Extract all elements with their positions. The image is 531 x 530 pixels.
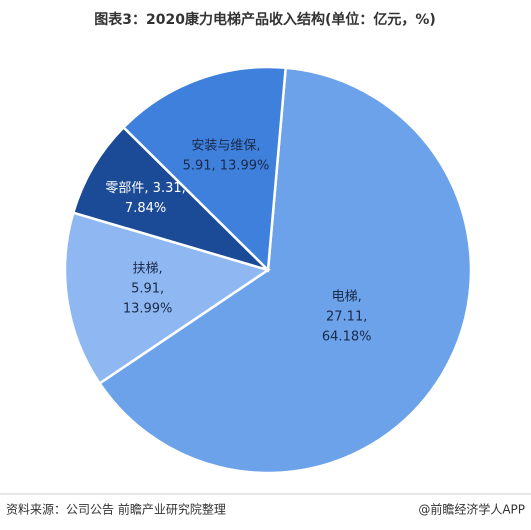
- credit: @前瞻经济学人APP: [418, 502, 525, 517]
- chart-title: 图表3：2020康力电梯产品收入结构(单位：亿元，%): [94, 11, 436, 28]
- label-part: 7.84%: [125, 200, 166, 215]
- label-part: 扶梯,: [133, 261, 163, 276]
- pie-slice: [97, 66, 473, 475]
- label-part: 零部件,: [105, 180, 152, 195]
- pie: 电梯, 27.11, 64.18%扶梯, 5.91, 13.99%零部件, 3.31, 7…: [63, 65, 473, 475]
- source: 资料来源：公司公告 前瞻产业研究院整理: [6, 502, 226, 517]
- label-part: 13.99%: [123, 301, 173, 316]
- pie-slice: [71, 125, 269, 272]
- label-part: 5.91,: [183, 158, 220, 173]
- slice-label: 零部件, 3.31, 7.84%: [105, 180, 185, 215]
- slice-label: 电梯, 27.11, 64.18%: [322, 289, 372, 344]
- slice-label: 扶梯, 5.91, 13.99%: [123, 261, 173, 316]
- label-part: 3.31,: [153, 180, 186, 195]
- label-part: 27.11,: [326, 309, 367, 324]
- label-part: 5.91,: [131, 281, 164, 296]
- label-part: 安装与维保,: [191, 138, 260, 153]
- label-part: 13.99%: [220, 158, 270, 173]
- label-part: 64.18%: [322, 329, 372, 344]
- pie-slice: [121, 65, 288, 273]
- label-part: 电梯,: [332, 289, 362, 304]
- slice-label: 安装与维保, 5.91, 13.99%: [183, 138, 270, 173]
